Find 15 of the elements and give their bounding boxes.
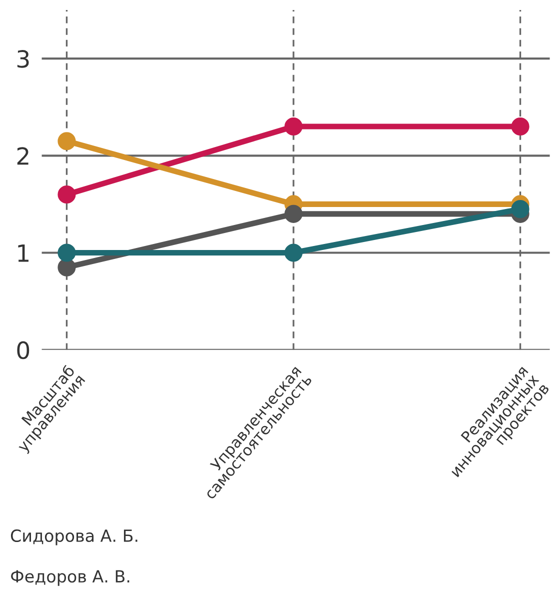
point <box>284 118 303 136</box>
point <box>58 244 76 262</box>
y-tick-label: 3 <box>17 50 29 68</box>
point <box>511 200 530 218</box>
text: Сидорова А. Б. <box>10 529 138 546</box>
point <box>58 132 76 150</box>
point <box>58 258 76 276</box>
point <box>58 185 76 204</box>
text: Федоров А. В. <box>11 570 130 586</box>
point <box>284 204 303 223</box>
point <box>511 118 530 136</box>
point <box>284 244 303 262</box>
y-tick-label: 2 <box>17 147 28 165</box>
y-tick-label: 0 <box>17 341 30 360</box>
y-tick-label: 1 <box>18 244 28 262</box>
